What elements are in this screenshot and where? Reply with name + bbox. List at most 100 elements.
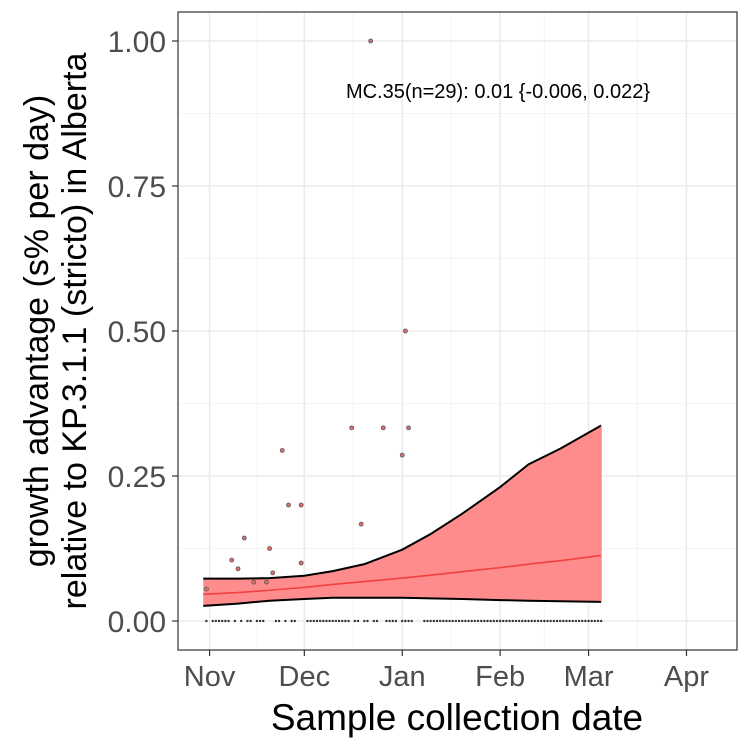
data-point	[229, 557, 235, 563]
zero-data-point	[543, 619, 546, 623]
zero-data-point	[334, 619, 338, 623]
zero-data-point	[527, 619, 530, 623]
zero-data-point	[328, 619, 331, 623]
zero-data-point	[508, 619, 511, 623]
zero-data-point	[432, 619, 436, 623]
confidence-band-layer	[203, 424, 602, 607]
x-axis-ticks: Nov Dec Jan Feb Mar Apr	[184, 650, 709, 693]
x-axis-title: Sample collection date	[271, 697, 643, 738]
y-tick-label: 1.00	[108, 26, 166, 59]
data-point	[349, 425, 355, 431]
zero-data-point	[227, 619, 230, 623]
zero-data-point	[495, 619, 499, 623]
zero-data-point	[555, 619, 559, 623]
zero-data-point	[375, 619, 379, 623]
zero-data-point	[233, 619, 237, 623]
x-tick-label: Apr	[664, 661, 709, 693]
data-point	[264, 579, 269, 585]
zero-data-point	[549, 619, 552, 623]
zero-data-point	[258, 619, 262, 623]
x-tick-label: Jan	[379, 661, 426, 693]
zero-data-point	[410, 619, 413, 623]
zero-data-point	[558, 619, 562, 623]
zero-data-point	[404, 619, 407, 623]
zero-data-point	[451, 619, 454, 623]
y-axis-title-line-2: relative to KP.3.1.1 (stricto) in Albert…	[56, 52, 94, 609]
zero-data-point	[363, 619, 366, 623]
data-point	[406, 425, 411, 431]
zero-data-point	[464, 619, 467, 623]
zero-data-point	[356, 619, 360, 623]
zero-data-point	[372, 619, 376, 623]
zero-data-point	[599, 619, 603, 623]
zero-data-point	[511, 619, 514, 623]
fitted-trend-line	[203, 554, 602, 596]
zero-data-point	[473, 619, 477, 623]
zero-data-point	[562, 619, 565, 623]
y-tick-label: 0.00	[108, 606, 166, 639]
zero-data-point	[498, 619, 502, 623]
confidence-band-upper	[203, 424, 602, 580]
zero-data-point	[277, 619, 281, 623]
zero-data-point	[476, 619, 480, 623]
zero-data-point	[221, 619, 224, 623]
zero-data-point	[514, 619, 518, 623]
zero-data-point	[483, 619, 486, 623]
zero-data-point	[521, 619, 524, 623]
zero-data-point	[574, 619, 578, 623]
zero-data-point	[274, 619, 278, 623]
data-point	[235, 566, 241, 572]
zero-data-point	[524, 619, 527, 623]
zero-data-point	[385, 619, 388, 623]
zero-data-point	[293, 619, 297, 623]
zero-data-point	[505, 619, 508, 623]
zero-data-point	[312, 619, 316, 623]
zero-data-point	[442, 619, 445, 623]
confidence-band-lower	[203, 596, 602, 607]
zero-data-point	[353, 619, 357, 623]
zero-data-point	[536, 619, 540, 623]
zero-data-point	[344, 619, 347, 623]
data-point	[298, 502, 304, 508]
zero-data-point	[467, 619, 470, 623]
data-point	[368, 38, 374, 44]
zero-data-point	[325, 619, 328, 623]
zero-data-point	[249, 619, 252, 623]
zero-data-point	[246, 619, 249, 623]
major-gridlines	[178, 12, 737, 650]
zero-data-point	[347, 619, 350, 623]
x-tick-label: Dec	[279, 661, 331, 693]
data-point	[402, 328, 408, 334]
zero-data-point	[577, 619, 581, 623]
zero-data-point	[423, 619, 426, 623]
zero-data-point	[581, 619, 584, 623]
zero-data-point	[211, 619, 214, 623]
zero-data-point	[262, 619, 265, 623]
data-point	[399, 452, 405, 458]
zero-data-point	[388, 619, 391, 623]
data-point	[270, 570, 276, 576]
data-point	[286, 502, 291, 508]
zero-data-point	[391, 619, 394, 623]
zero-data-point	[426, 619, 429, 623]
zero-data-point	[461, 619, 464, 623]
zero-data-point	[590, 619, 593, 623]
y-tick-label: 0.50	[108, 316, 166, 349]
data-point	[279, 448, 285, 453]
zero-data-point	[429, 619, 432, 623]
zero-data-point	[214, 619, 218, 623]
zero-data-point	[438, 619, 442, 623]
data-point	[204, 586, 209, 592]
zero-data-point	[565, 619, 568, 623]
y-axis-title-line-1: growth advantage (s% per day)	[18, 95, 56, 567]
zero-data-point	[457, 619, 461, 623]
confidence-band	[203, 425, 602, 606]
zero-data-point	[486, 619, 489, 623]
zero-data-point	[239, 619, 243, 623]
zero-data-point	[322, 619, 325, 623]
fit-annotation: MC.35(n=29): 0.01 {-0.006, 0.022}	[346, 81, 650, 103]
data-point	[241, 535, 247, 541]
zero-data-point	[217, 619, 221, 623]
data-point	[380, 425, 386, 431]
